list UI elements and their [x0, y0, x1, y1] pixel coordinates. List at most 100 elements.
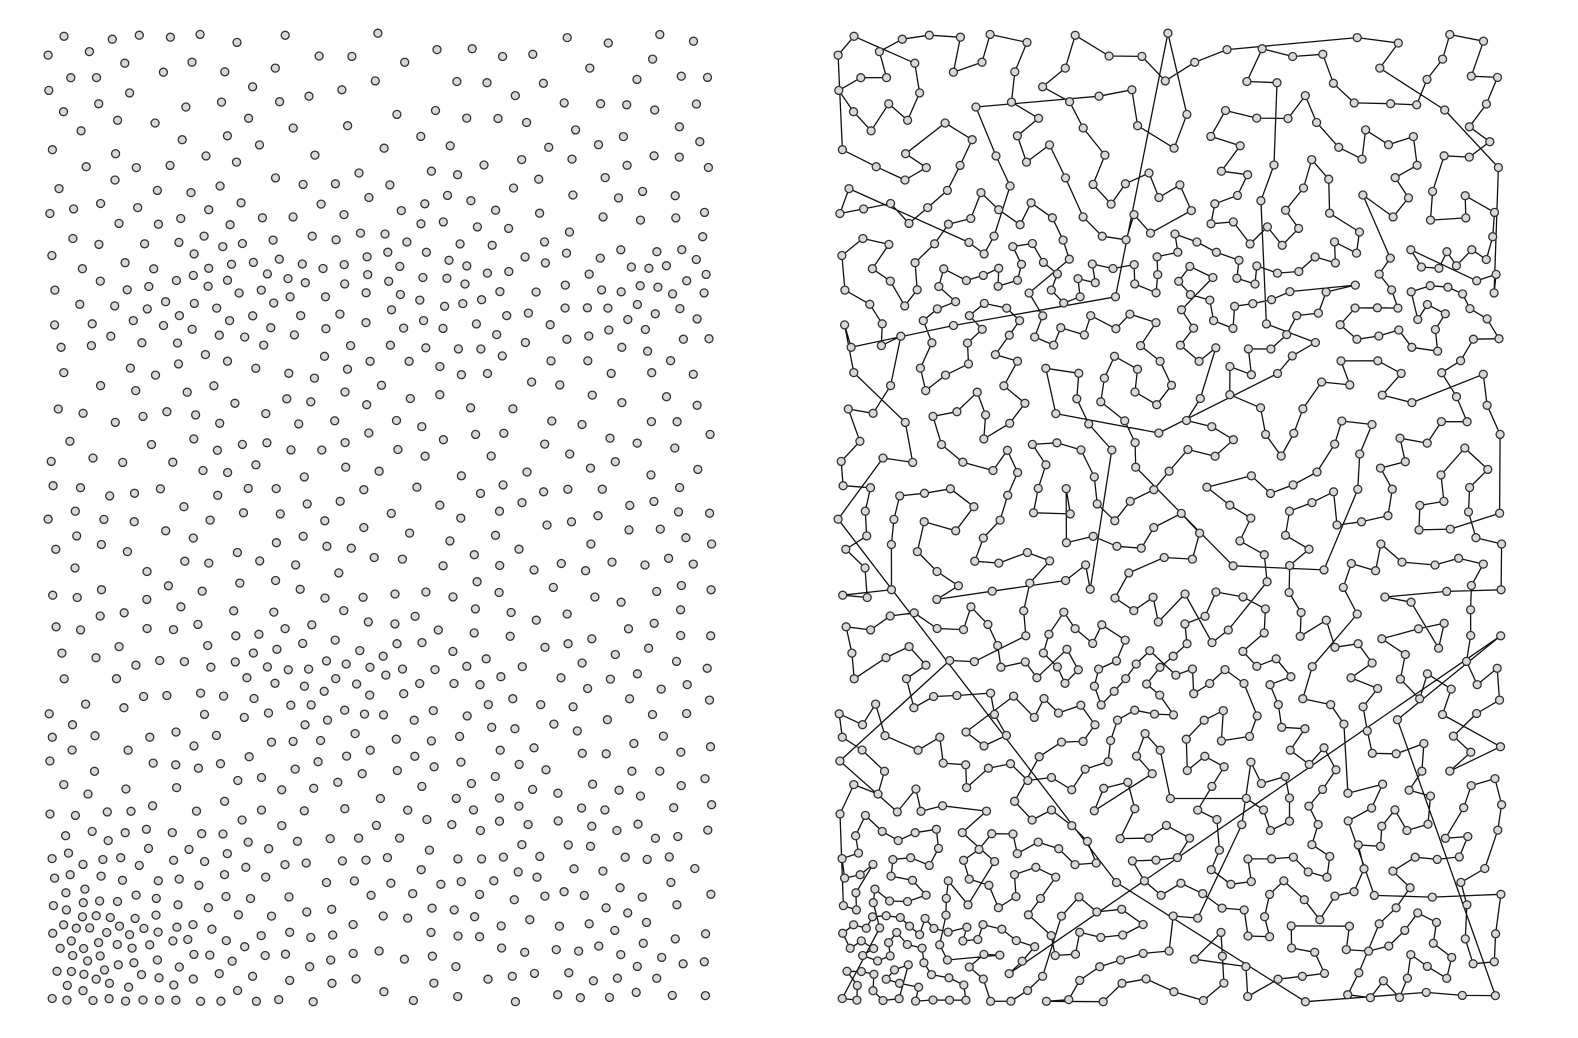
tour-dot	[1032, 673, 1042, 683]
stipple-dot	[182, 387, 192, 397]
stipple-dot	[394, 833, 405, 843]
stipple-dot	[154, 995, 165, 1005]
stipple-dot	[122, 285, 132, 295]
tour-dot	[1280, 530, 1291, 540]
stipple-dot	[275, 509, 285, 519]
stipple-dot	[508, 183, 519, 193]
tour-dot	[838, 590, 848, 600]
tour-dot	[1350, 303, 1360, 313]
tour-dot	[921, 660, 931, 670]
stipple-dot	[59, 779, 69, 790]
stipple-dot	[661, 392, 672, 402]
stipple-dot	[133, 202, 143, 213]
tour-dot	[1442, 247, 1452, 257]
tour-dot	[904, 218, 914, 229]
stipple-dot	[640, 324, 651, 335]
tour-dot	[881, 653, 891, 663]
tour-dot	[1041, 363, 1051, 373]
stipple-dot	[695, 137, 705, 147]
tour-dot	[1427, 186, 1438, 197]
stipple-dot	[626, 262, 637, 272]
tour-dot	[1060, 63, 1070, 73]
stipple-dot	[460, 279, 470, 289]
tour-dot	[1419, 738, 1429, 749]
stipple-dot	[532, 872, 542, 882]
tour-dot	[1346, 673, 1356, 683]
stipple-dot	[661, 261, 672, 271]
tour-dot	[1175, 180, 1185, 190]
stipple-dot	[643, 643, 654, 653]
tour-dot	[1353, 639, 1363, 649]
stipple-dot	[237, 439, 248, 450]
tour-dot	[1365, 993, 1376, 1003]
tour-dot	[1085, 584, 1095, 594]
tour-dot	[1026, 198, 1036, 208]
tour-dot	[1298, 404, 1308, 414]
tour-dot	[1300, 724, 1310, 734]
tour-dot	[996, 662, 1006, 672]
tour-dot	[1447, 952, 1457, 963]
stipple-dot	[510, 997, 521, 1007]
tour-dot	[1468, 334, 1479, 344]
stipple-dot	[174, 310, 185, 321]
tour-dot	[1103, 757, 1113, 767]
stipple-dot	[570, 125, 581, 135]
tour-dot	[1058, 235, 1068, 245]
tour-dot	[1078, 212, 1088, 222]
tour-dot	[981, 806, 992, 816]
tour-dot	[1269, 160, 1279, 170]
stipple-dot	[61, 888, 71, 898]
tour-dot	[957, 827, 967, 838]
stipple-dot	[222, 356, 233, 366]
stipple-dot	[468, 805, 479, 815]
tour-dot	[1092, 907, 1102, 917]
stipple-dot	[274, 254, 284, 264]
stipple-dot	[467, 44, 477, 54]
tour-dot	[1185, 289, 1196, 300]
stipple-dot	[162, 690, 172, 701]
stipple-dot	[646, 416, 657, 427]
tour-dot	[1149, 522, 1159, 533]
tour-dot	[1489, 207, 1500, 218]
tour-dot	[1223, 625, 1233, 635]
stipple-dot	[674, 152, 684, 162]
tour-dot	[900, 417, 910, 428]
tour-dot	[892, 927, 902, 938]
tour-dot	[1095, 962, 1105, 972]
tour-dot	[1280, 205, 1291, 215]
stipple-dot	[631, 987, 641, 998]
stipple-dot	[316, 199, 326, 209]
tour-dot	[1176, 878, 1186, 888]
tour-dot	[933, 843, 944, 854]
stipple-dot	[53, 404, 63, 414]
stipple-dot	[171, 275, 182, 286]
stipple-dot	[286, 700, 296, 710]
tour-dot	[866, 126, 876, 136]
stipple-dot	[549, 719, 559, 729]
stipple-dot	[598, 212, 608, 222]
stipple-dot	[326, 955, 336, 965]
tour-dot	[909, 608, 919, 618]
stipple-dot	[418, 315, 429, 326]
tour-dot	[1160, 76, 1170, 86]
stipple-dot	[610, 925, 620, 936]
stipple-dot	[151, 893, 161, 904]
stipple-dot	[682, 276, 692, 286]
stipple-dot	[576, 803, 587, 813]
stipple-dot	[585, 463, 596, 473]
tour-dot	[979, 949, 989, 960]
tour-dot	[1353, 484, 1363, 494]
tour-dot	[1168, 651, 1178, 661]
stipple-dot	[672, 900, 682, 910]
stipple-dot	[353, 833, 364, 843]
stipple-dot	[502, 310, 512, 321]
stipple-dot	[247, 82, 258, 92]
stipple-dot	[188, 533, 198, 543]
tour-dot	[1380, 592, 1390, 602]
tour-dot	[1120, 635, 1130, 645]
tour-dot	[1246, 876, 1256, 887]
tour-dot	[1151, 317, 1161, 328]
stipple-dot	[260, 950, 270, 961]
tour-dot	[1271, 654, 1281, 664]
stipple-dot	[563, 840, 573, 850]
